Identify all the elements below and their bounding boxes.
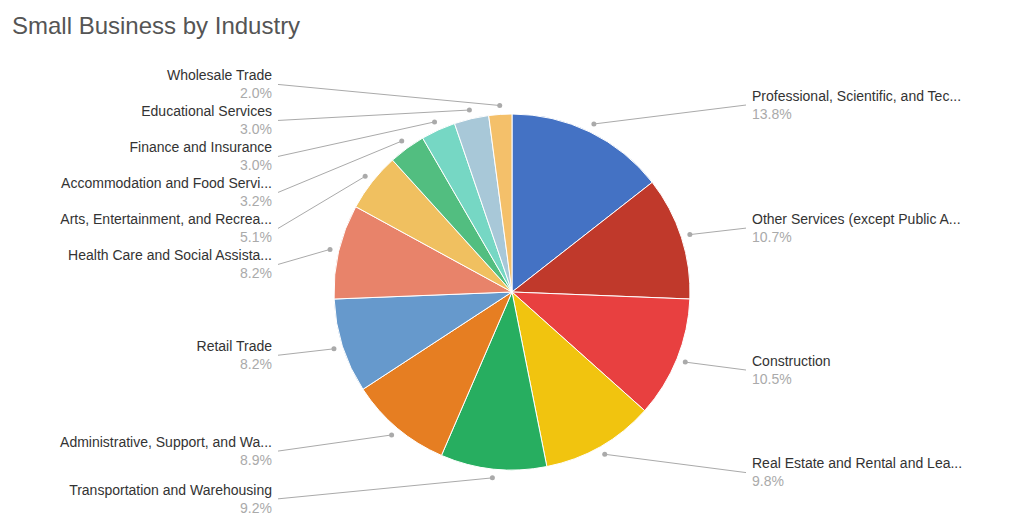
leader-dot (331, 346, 336, 351)
data-label: 2.0% (240, 85, 272, 101)
slice-label: Finance and Insurance (130, 139, 273, 155)
data-label: 3.0% (240, 121, 272, 137)
data-label: 5.1% (240, 229, 272, 245)
data-label: 10.7% (752, 229, 792, 245)
data-label: 10.5% (752, 371, 792, 387)
leader-dot (363, 174, 368, 179)
data-label: 8.2% (240, 356, 272, 372)
data-label: 3.2% (240, 193, 272, 209)
leader-dot (591, 121, 596, 126)
slice (334, 292, 512, 389)
leader-line (278, 435, 392, 451)
leader-dot (328, 247, 333, 252)
slice-label: Professional, Scientific, and Tec... (752, 88, 961, 104)
slice-label: Educational Services (141, 103, 272, 119)
data-label: 8.2% (240, 265, 272, 281)
data-label: 9.8% (752, 473, 784, 489)
leader-line (278, 122, 435, 157)
slice (512, 182, 690, 299)
leader-line (278, 249, 330, 264)
chart: Small Business by Industry Professional, … (0, 0, 1024, 526)
data-label: 13.8% (752, 106, 792, 122)
leader-line (594, 105, 746, 124)
leader-dot (490, 475, 495, 480)
leader-dot (687, 232, 692, 237)
labels: Professional, Scientific, and Tec... 13.8… (60, 67, 962, 515)
leader-line (690, 228, 746, 234)
data-label: 9.2% (240, 500, 272, 516)
slice-label: Accommodation and Food Servi... (61, 175, 272, 191)
pie: Professional, Scientific, and Tec... 13.8… (60, 67, 962, 515)
leader-dot (432, 119, 437, 124)
leader-line (685, 362, 746, 370)
data-label: 3.0% (240, 157, 272, 173)
slice-label: Real Estate and Rental and Lea... (752, 455, 962, 471)
leader-line (278, 478, 492, 499)
leader-dot (399, 139, 404, 144)
slice-label: Arts, Entertainment, and Recrea... (60, 211, 272, 227)
slice (489, 114, 512, 292)
slice-label: Transportation and Warehousing (69, 482, 272, 498)
slice-label: Administrative, Support, and Wa... (60, 434, 272, 450)
leader-line (278, 84, 500, 105)
slice-label: Wholesale Trade (167, 67, 272, 83)
leader-line (278, 110, 469, 120)
slice-label: Health Care and Social Assista... (68, 247, 272, 263)
slice-label: Retail Trade (197, 338, 273, 354)
leader-line (278, 349, 334, 355)
leader-dot (602, 452, 607, 457)
slice-label: Construction (752, 353, 831, 369)
leader-line (278, 141, 402, 192)
leader-line (605, 454, 746, 472)
leader-dot (683, 360, 688, 365)
leader-dot (389, 432, 394, 437)
title: Small Business by Industry (12, 12, 300, 39)
leader-dot (467, 108, 472, 113)
leader-line (278, 176, 365, 228)
leader-dot (497, 103, 502, 108)
data-label: 8.9% (240, 452, 272, 468)
slice-label: Other Services (except Public A... (752, 211, 961, 227)
